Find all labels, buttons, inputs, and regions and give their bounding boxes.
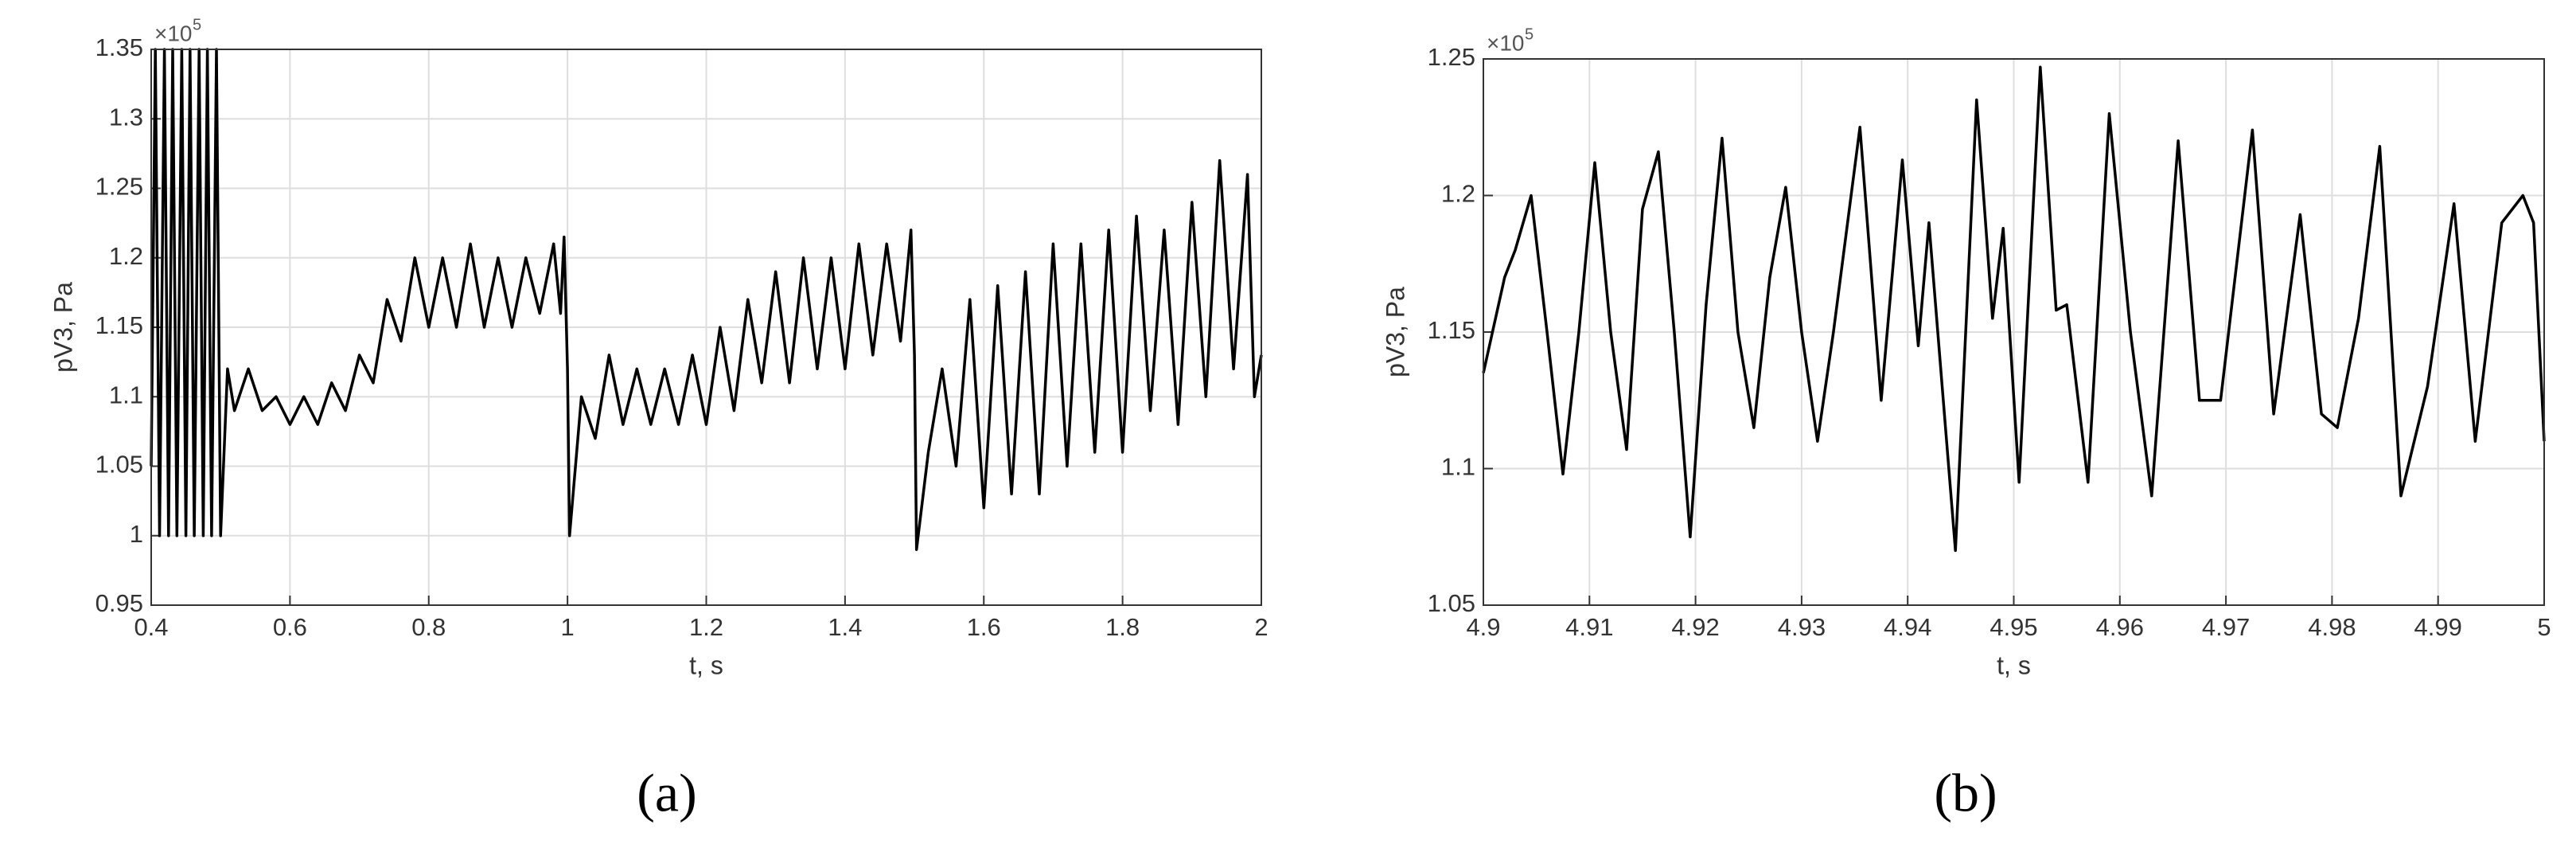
x-tick-label: 1.2	[689, 613, 723, 641]
y-scale-exponent: 5	[1525, 25, 1534, 43]
y-axis-label: pV3, Pa	[1381, 287, 1409, 377]
data-line	[1482, 65, 2546, 553]
y-tick-label: 1.05	[95, 451, 143, 479]
y-tick-label: 1.35	[95, 33, 143, 61]
x-tick-label: 5	[2537, 613, 2551, 641]
y-tick-label: 1.2	[109, 242, 143, 270]
y-tick-label: 0.95	[95, 589, 143, 617]
x-tick-label: 1.8	[1105, 613, 1140, 641]
x-tick-label: 4.94	[1884, 613, 1931, 641]
x-tick-label: 1.4	[828, 613, 862, 641]
y-tick-label: 1	[130, 520, 143, 548]
y-tick-label: 1.15	[95, 311, 143, 339]
y-tick-label: 1.1	[109, 381, 143, 408]
x-tick-label: 4.97	[2202, 613, 2250, 641]
x-tick-label: 4.91	[1565, 613, 1613, 641]
x-tick-label: 4.93	[1778, 613, 1826, 641]
y-scale-label: ×10	[154, 21, 193, 45]
y-scale-exponent: 5	[193, 16, 201, 33]
data-line	[150, 48, 1263, 551]
y-tick-label: 1.15	[1428, 316, 1475, 344]
x-tick-label: 2	[1254, 613, 1268, 641]
x-tick-label: 4.99	[2414, 613, 2462, 641]
x-tick-label: 0.4	[134, 613, 168, 641]
axes-frame	[150, 49, 1262, 606]
axes-frame	[1483, 58, 2545, 606]
panel-label: (a)	[637, 763, 696, 823]
x-axis-label: t, s	[1997, 651, 2031, 679]
x-tick-label: 1.6	[967, 613, 1001, 641]
y-tick-label: 1.3	[109, 103, 143, 131]
y-tick-label: 1.25	[95, 173, 143, 201]
x-tick-label: 4.95	[1989, 613, 2037, 641]
x-tick-label: 0.6	[273, 613, 307, 641]
y-tick-label: 1.1	[1441, 453, 1475, 481]
x-tick-label: 4.96	[2096, 613, 2144, 641]
x-tick-label: 0.8	[411, 613, 446, 641]
y-tick-label: 1.05	[1428, 589, 1475, 617]
panel-label: (b)	[1934, 763, 1997, 823]
y-tick-label: 1.25	[1428, 43, 1475, 71]
x-tick-label: 4.92	[1671, 613, 1719, 641]
y-tick-label: 1.2	[1441, 180, 1475, 208]
x-tick-label: 4.98	[2308, 613, 2356, 641]
y-scale-label: ×10	[1487, 30, 1525, 55]
y-axis-label: pV3, Pa	[49, 282, 77, 373]
x-tick-label: 1	[561, 613, 575, 641]
x-axis-label: t, s	[689, 651, 723, 679]
x-tick-label: 4.9	[1466, 613, 1500, 641]
